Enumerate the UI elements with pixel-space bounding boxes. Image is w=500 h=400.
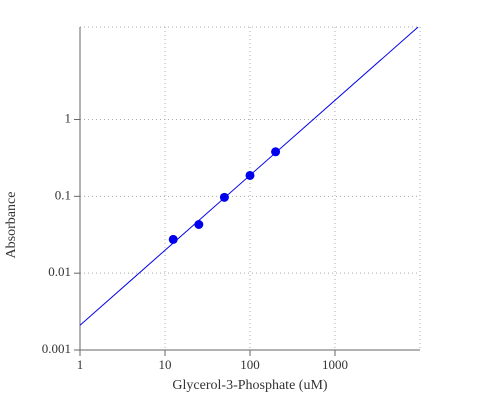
data-point	[194, 220, 204, 230]
y-tick-label: 1	[65, 110, 72, 125]
x-axis-label: Glycerol-3-Phosphate (uM)	[172, 378, 327, 393]
y-tick-label: 0.1	[55, 187, 71, 202]
x-tick-label: 1000	[322, 357, 348, 372]
x-tick-label: 10	[159, 357, 172, 372]
y-tick-label: 0.01	[48, 264, 71, 279]
fit-line	[80, 27, 419, 326]
x-tick-label: 1	[77, 357, 84, 372]
x-tick-label: 100	[240, 357, 260, 372]
y-tick-label: 0.001	[42, 341, 71, 356]
y-axis-label: Absorbance	[4, 192, 19, 259]
